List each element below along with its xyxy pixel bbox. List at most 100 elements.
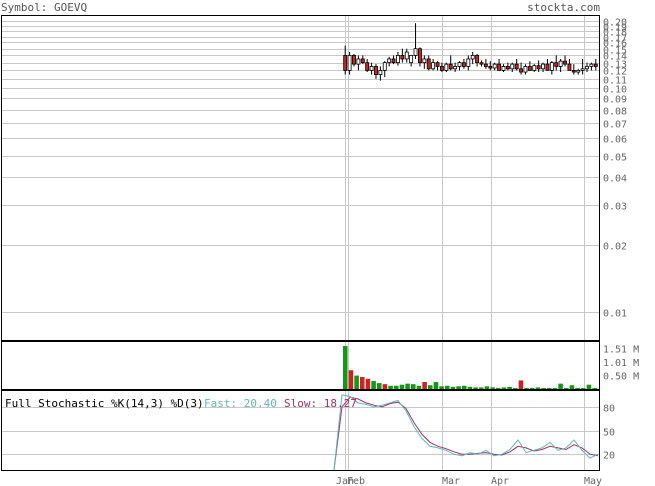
- volume-bar: [581, 387, 586, 389]
- candle-body: [589, 63, 594, 67]
- candle-body: [501, 66, 506, 71]
- candle-body: [514, 63, 519, 70]
- candle-body: [593, 63, 598, 67]
- candle: [448, 55, 453, 71]
- candle-body: [461, 62, 466, 67]
- candle: [571, 64, 576, 75]
- candle-body: [488, 66, 493, 69]
- candle: [352, 54, 356, 67]
- candle-body: [571, 70, 576, 73]
- candle: [510, 62, 515, 73]
- candle-body: [435, 62, 440, 67]
- site-brand-link[interactable]: stockta.com: [527, 1, 600, 14]
- volume-bar: [433, 382, 439, 389]
- price-tick-label: 0.18: [603, 28, 627, 39]
- price-tick-label: 0.13: [603, 60, 627, 71]
- volume-bar: [411, 384, 416, 389]
- time-tick-label: Mar: [442, 476, 460, 486]
- volume-bar: [348, 370, 354, 389]
- volume-tick-label: 1.01 M: [603, 358, 639, 369]
- candle: [505, 62, 510, 71]
- candle-body: [466, 58, 471, 67]
- volume-bar: [592, 387, 597, 389]
- candle-body: [439, 66, 444, 71]
- candle: [514, 58, 519, 71]
- candle-body: [448, 63, 453, 70]
- candle: [435, 61, 440, 71]
- candle: [466, 55, 471, 71]
- stochastic-tick-label: 50: [603, 428, 615, 439]
- volume-bar: [479, 387, 484, 389]
- candle-body: [527, 66, 532, 71]
- stochastic-tick-label: 80: [603, 404, 615, 415]
- volume-bar: [371, 380, 376, 389]
- volume-bar: [530, 387, 535, 389]
- price-tick-label: 0.09: [603, 95, 627, 106]
- candle: [589, 62, 594, 71]
- time-tick-label: Apr: [491, 476, 509, 486]
- candle: [580, 58, 585, 75]
- volume-axis-ticks: 1.51 M 1.01 M 0.50 M: [603, 344, 639, 382]
- candle-body: [532, 65, 537, 71]
- candle: [409, 55, 414, 67]
- volume-panel-frame: [1, 341, 600, 390]
- candle: [404, 48, 409, 63]
- slow-value-label: Slow: 18.27: [284, 397, 357, 410]
- candle: [418, 47, 422, 67]
- candle-body: [470, 55, 475, 60]
- candle: [497, 58, 502, 71]
- candle: [461, 58, 466, 69]
- price-tick-label: 0.08: [603, 107, 627, 118]
- price-tick-label: 0.03: [603, 202, 627, 213]
- candle: [549, 61, 554, 75]
- candle-body: [347, 55, 352, 71]
- candle-body: [431, 62, 436, 70]
- candle: [422, 55, 427, 69]
- candle-body: [497, 63, 502, 71]
- volume-bar: [439, 386, 444, 389]
- candle: [396, 52, 400, 66]
- price-tick-label: 0.07: [603, 120, 627, 131]
- candle-body: [352, 55, 356, 65]
- price-tick-label: 0.05: [603, 153, 627, 164]
- volume-tick-label: 1.51 M: [603, 344, 639, 355]
- candle-body: [492, 63, 497, 69]
- volume-bar: [501, 387, 507, 389]
- candle: [387, 56, 392, 67]
- candle: [519, 62, 523, 75]
- candle: [382, 61, 387, 78]
- candle-body: [554, 62, 559, 67]
- stochastic-grid: [2, 407, 599, 455]
- volume-bar: [467, 386, 473, 389]
- candle-body: [510, 63, 515, 70]
- candle: [554, 55, 559, 71]
- candle: [374, 64, 378, 79]
- candle: [576, 68, 581, 75]
- candle: [378, 66, 383, 81]
- candle-body: [426, 58, 431, 70]
- price-tick-label: 0.01: [603, 309, 627, 320]
- volume-bar: [558, 383, 563, 389]
- volume-bar: [564, 387, 569, 389]
- time-tick-label: Jan: [336, 476, 354, 486]
- candle-body: [418, 48, 422, 64]
- candle-body: [580, 68, 585, 71]
- price-tick-label: 0.10: [603, 85, 627, 96]
- price-axis-ticks: 0.200.190.180.170.160.150.140.130.120.11…: [603, 18, 627, 320]
- volume-bar: [382, 384, 388, 389]
- candle: [483, 58, 488, 69]
- fast-value-label: Fast: 20.40: [204, 397, 277, 410]
- candle-body: [576, 70, 581, 73]
- candle: [567, 58, 572, 71]
- candle-body: [519, 68, 523, 73]
- candle-body: [536, 65, 541, 70]
- volume-bar: [445, 385, 450, 389]
- candle-body: [413, 48, 418, 56]
- candle: [439, 62, 444, 73]
- candle-body: [549, 62, 554, 71]
- volume-bar: [360, 376, 365, 389]
- candle: [563, 55, 567, 67]
- volume-bar: [586, 384, 592, 389]
